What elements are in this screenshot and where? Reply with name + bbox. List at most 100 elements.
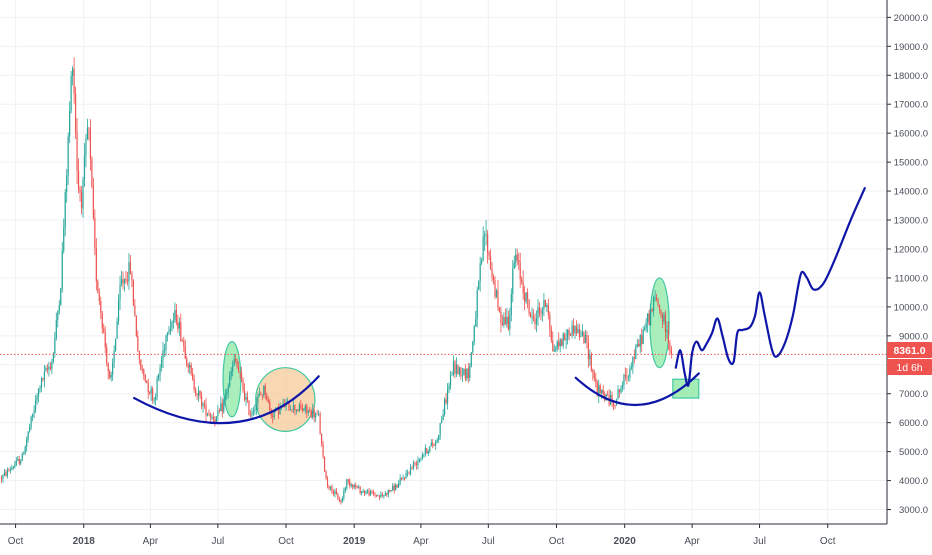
- candle-body: [516, 254, 518, 261]
- candle-body: [100, 301, 102, 313]
- candle-body: [466, 368, 468, 379]
- candle-body: [109, 371, 111, 378]
- candle-body: [331, 486, 333, 493]
- y-tick-label: 13000.0: [894, 216, 928, 227]
- candle-body: [152, 388, 154, 401]
- candle-body: [559, 339, 561, 347]
- candle-body: [332, 492, 335, 494]
- candle-body: [181, 340, 183, 342]
- candle-body: [618, 389, 621, 393]
- candle-body: [612, 401, 615, 406]
- y-tick-label: 20000.0: [894, 13, 928, 24]
- candle-body: [184, 346, 186, 359]
- candle-body: [412, 462, 415, 469]
- candle-body: [175, 310, 177, 323]
- candle-body: [464, 368, 466, 379]
- candle-body: [17, 459, 19, 461]
- candle-body: [141, 369, 143, 371]
- candle-body: [669, 342, 671, 350]
- candle-body: [338, 499, 340, 502]
- candle-body: [624, 374, 627, 377]
- candle-body: [383, 495, 385, 497]
- candle-body: [180, 322, 182, 341]
- y-tick-label: 19000.0: [894, 42, 928, 53]
- candle-body: [658, 304, 661, 310]
- candle-body: [43, 371, 46, 380]
- candle-body: [509, 315, 511, 329]
- candle-body: [398, 483, 400, 488]
- candle-body: [621, 385, 624, 388]
- candle-body: [98, 292, 100, 302]
- candle-body: [255, 403, 257, 410]
- candle-body: [587, 342, 589, 360]
- candle-body: [307, 411, 309, 413]
- y-tick-label: 12000.0: [894, 244, 928, 255]
- candle-body: [522, 282, 524, 294]
- candle-body: [657, 299, 659, 305]
- candle-body: [252, 411, 255, 413]
- candle-body: [18, 459, 20, 464]
- candle-body: [574, 326, 576, 334]
- candle-body: [458, 367, 461, 375]
- candle-body: [546, 304, 548, 307]
- candle-body: [246, 396, 249, 401]
- annotation-curves: [133, 187, 866, 425]
- candle-body: [527, 292, 529, 300]
- candle-body: [261, 394, 263, 396]
- candle-body: [172, 319, 174, 323]
- candle-body: [183, 341, 185, 347]
- candle-body: [140, 359, 142, 370]
- candle-body: [0, 477, 3, 480]
- candle-body: [666, 329, 668, 333]
- candle-body: [242, 379, 244, 391]
- candle-body: [589, 354, 591, 360]
- candle-body: [525, 292, 527, 302]
- x-axis-panel: [0, 524, 932, 550]
- candle-body: [451, 374, 453, 376]
- candle-body: [492, 277, 495, 281]
- candle-body: [144, 375, 146, 381]
- candle-body: [21, 454, 23, 461]
- candle-body: [156, 378, 158, 397]
- candle-body: [239, 372, 241, 374]
- candle-body: [322, 444, 324, 457]
- candle-body: [143, 369, 145, 376]
- candle-body: [506, 316, 508, 324]
- candle-body: [73, 68, 75, 94]
- candle-body: [405, 473, 407, 479]
- candle-body: [359, 486, 361, 494]
- candle-body: [433, 445, 435, 447]
- candle-body: [641, 335, 643, 344]
- candle-body: [63, 227, 65, 251]
- x-tick-label: Jul: [753, 536, 766, 547]
- x-tick-label: Apr: [143, 536, 159, 547]
- candle-body: [146, 380, 148, 383]
- candle-body: [112, 362, 114, 375]
- candle-body: [667, 329, 669, 343]
- candle-body: [580, 335, 582, 338]
- candle-body: [291, 409, 293, 411]
- candle-body: [89, 128, 92, 160]
- candle-body: [562, 333, 564, 346]
- candle-body: [378, 495, 381, 498]
- candle-body: [430, 442, 432, 447]
- candle-body: [229, 375, 231, 387]
- candle-body: [202, 403, 204, 407]
- candle-body: [267, 399, 269, 403]
- candle-body: [227, 386, 229, 393]
- candle-body: [306, 405, 308, 413]
- y-tick-label: 4000.0: [899, 476, 928, 487]
- candle-body: [321, 433, 323, 445]
- candle-body: [581, 331, 584, 336]
- candle-body: [269, 402, 271, 410]
- candle-body: [374, 494, 376, 496]
- candle-body: [76, 132, 78, 171]
- candle-body: [298, 404, 300, 412]
- candle-body: [620, 387, 622, 393]
- candle-body: [337, 494, 339, 500]
- candle-body: [69, 111, 71, 137]
- candle-body: [503, 317, 505, 326]
- candle-body: [70, 76, 72, 112]
